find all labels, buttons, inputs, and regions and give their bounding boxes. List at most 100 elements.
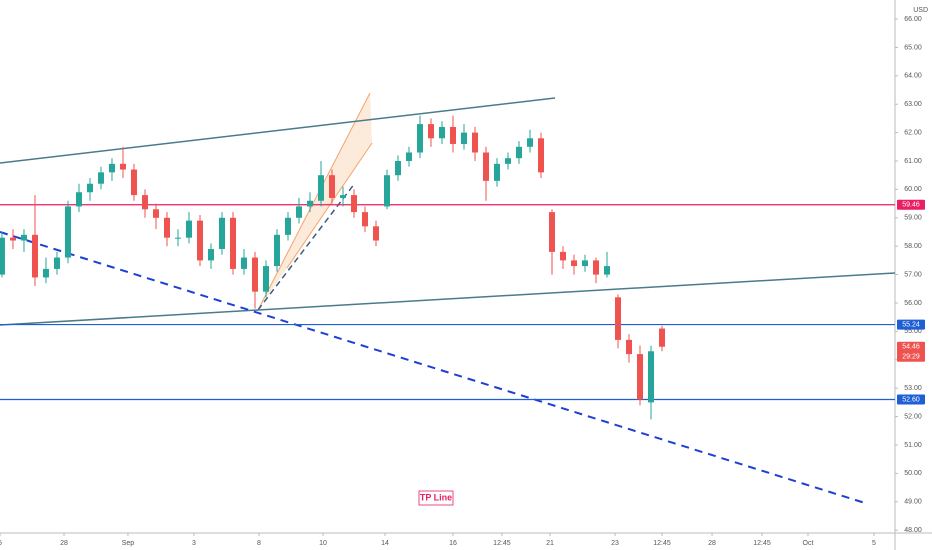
- last-price-label: 54.46: [902, 344, 920, 351]
- x-tick-label: 16: [449, 540, 457, 547]
- y-tick-label: 52.00: [904, 413, 922, 420]
- candle-body: [20, 234, 27, 241]
- level-tag: [897, 199, 925, 210]
- candle-body: [75, 192, 82, 207]
- candle-body: [483, 152, 490, 181]
- x-tick-label: 21: [546, 540, 554, 547]
- y-tick-label: 53.00: [904, 385, 922, 392]
- candle-body: [240, 257, 247, 269]
- y-tick-label: 65.00: [904, 44, 922, 51]
- x-tick-label: 12:45: [753, 540, 771, 547]
- y-tick-label: 55.00: [904, 328, 922, 335]
- y-tick-label: 50.00: [904, 470, 922, 477]
- x-tick-label: 12:45: [653, 540, 671, 547]
- x-tick-label: 12:45: [493, 540, 511, 547]
- y-tick-label: 64.00: [904, 73, 922, 80]
- candle-body: [582, 260, 589, 267]
- candle-body: [339, 195, 346, 198]
- candle-body: [527, 138, 534, 147]
- candle-body: [593, 260, 600, 275]
- candle-body: [64, 206, 71, 258]
- x-tick-label: 28: [708, 540, 716, 547]
- dashed-trend: [0, 231, 866, 504]
- candle-body: [350, 195, 357, 213]
- candle-body: [284, 217, 291, 235]
- candle-body: [9, 237, 16, 241]
- candle-body: [42, 268, 49, 278]
- trendline: [0, 97, 556, 164]
- candle-body: [383, 175, 390, 207]
- candle-body: [648, 351, 655, 403]
- candle-body: [196, 220, 203, 261]
- x-tick-label: 28: [60, 540, 68, 547]
- y-tick-label: 59.00: [904, 215, 922, 222]
- y-tick-label: 57.00: [904, 271, 922, 278]
- candle-body: [604, 266, 611, 275]
- candle-body: [317, 175, 324, 201]
- candle-body: [538, 138, 545, 173]
- x-tick-label: 5: [872, 540, 876, 547]
- candle-body: [262, 266, 269, 292]
- candle-body: [86, 183, 93, 193]
- channel-line: [257, 92, 371, 311]
- level-tag: [897, 319, 925, 330]
- candle-body: [427, 124, 434, 139]
- candle-body: [405, 152, 412, 162]
- y-tick-label: 48.00: [904, 527, 922, 534]
- x-tick-label: 14: [381, 540, 389, 547]
- candle-body: [251, 257, 258, 292]
- candle-body: [108, 163, 115, 173]
- x-tick-label: Oct: [803, 540, 814, 547]
- candle-body: [328, 175, 335, 198]
- candle-body: [229, 217, 236, 269]
- x-tick-label: 23: [611, 540, 619, 547]
- candle-body: [273, 234, 280, 267]
- y-tick-label: 51.00: [904, 442, 922, 449]
- candle-body: [152, 209, 159, 218]
- y-tick-label: 56.00: [904, 300, 922, 307]
- candle-body: [0, 237, 5, 275]
- y-tick-label: 49.00: [904, 499, 922, 506]
- candle-body: [416, 124, 423, 153]
- countdown: 29:29: [902, 354, 920, 361]
- candle-body: [516, 146, 523, 159]
- candle-body: [450, 126, 457, 144]
- candle-body: [461, 132, 468, 144]
- candle-body: [97, 172, 104, 184]
- y-tick-label: 60.00: [904, 186, 922, 193]
- candle-body: [494, 163, 501, 181]
- candle-body: [119, 163, 126, 170]
- candle-body: [438, 126, 445, 139]
- candle-body: [174, 237, 181, 239]
- candle-body: [637, 354, 644, 400]
- candle-body: [163, 217, 170, 238]
- candle-body: [53, 257, 60, 269]
- x-tick-label: 5: [0, 540, 2, 547]
- candle-body: [185, 220, 192, 238]
- level-label: 59.46: [902, 202, 920, 209]
- candle-body: [571, 260, 578, 267]
- x-tick-label: Sep: [122, 540, 135, 547]
- x-tick-label: 8: [257, 540, 261, 547]
- candle-body: [141, 195, 148, 210]
- candle-body: [130, 169, 137, 196]
- annotation: TP Line: [420, 492, 452, 502]
- candle-body: [659, 328, 666, 347]
- candle-body: [615, 297, 622, 340]
- trendline: [0, 272, 896, 326]
- y-tick-label: 66.00: [904, 16, 922, 23]
- y-tick-label: 58.00: [904, 243, 922, 250]
- candle-body: [207, 249, 214, 261]
- currency: USD: [913, 7, 928, 14]
- candle-body: [295, 206, 302, 218]
- candle-body: [626, 339, 633, 355]
- candle-body: [218, 217, 225, 250]
- candle-body: [505, 158, 512, 164]
- candle-body: [306, 200, 313, 207]
- level-tag: [897, 394, 925, 405]
- candle-body: [31, 234, 38, 278]
- candle-body: [394, 161, 401, 176]
- channel-line: [286, 142, 373, 269]
